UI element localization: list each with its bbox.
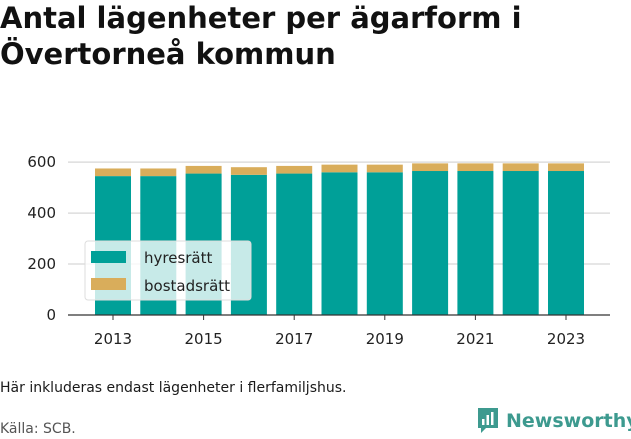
chart-source: Källa: SCB. (0, 421, 76, 437)
bar-bostadsratt-2018 (321, 164, 358, 173)
legend-label-hyresratt: hyresrätt (144, 249, 213, 267)
legend-label-bostadsratt: bostadsrätt (144, 277, 230, 295)
chart-title: Antal lägenheter per ägarform i Övertorn… (0, 1, 522, 71)
x-tick-label: 2023 (547, 330, 585, 348)
bar-hyresratt-2023 (548, 171, 584, 315)
y-tick-label: 0 (46, 306, 56, 324)
bar-bostadsratt-2019 (366, 164, 403, 173)
bar-bostadsratt-2017 (276, 165, 313, 174)
brand-name: Newsworthy (506, 409, 631, 432)
bar-hyresratt-2020 (412, 171, 449, 315)
bar-hyresratt-2022 (502, 171, 539, 315)
bar-hyresratt-2021 (457, 171, 494, 315)
axes: 0 200 400 600 2013 2015 2017 2019 2021 2023 (27, 153, 610, 348)
x-tick-label: 2017 (275, 330, 313, 348)
chart-caption: Här inkluderas endast lägenheter i flerf… (0, 380, 347, 396)
bar-bostadsratt-2015 (185, 165, 222, 174)
bar-bostadsratt-2021 (457, 163, 494, 172)
newsworthy-logo-icon (478, 408, 498, 433)
bar-hyresratt-2017 (276, 173, 313, 315)
bar-bostadsratt-2016 (230, 167, 267, 175)
bar-bostadsratt-2020 (412, 163, 449, 172)
bar-hyresratt-2018 (321, 172, 358, 315)
x-tick-label: 2019 (366, 330, 404, 348)
bar-bostadsratt-2013 (95, 168, 131, 177)
y-tick-label: 200 (27, 255, 56, 273)
bar-bostadsratt-2023 (548, 163, 584, 172)
y-tick-label: 400 (27, 204, 56, 222)
stacked-bar-chart: 0 200 400 600 2013 2015 2017 2019 2021 2023 hyres… (27, 153, 610, 348)
brand-logo: Newsworthy (476, 407, 631, 434)
x-tick-label: 2021 (456, 330, 494, 348)
legend-swatch-hyresratt (91, 251, 126, 263)
x-tick-label: 2013 (94, 330, 132, 348)
y-tick-label: 600 (27, 153, 56, 171)
bar-bostadsratt-2022 (502, 163, 539, 172)
bar-hyresratt-2019 (366, 172, 403, 315)
legend-swatch-bostadsratt (91, 278, 126, 290)
legend: hyresrätt bostadsrätt (84, 240, 252, 301)
bar-bostadsratt-2014 (140, 168, 177, 177)
legend-background (84, 240, 252, 301)
x-tick-label: 2015 (185, 330, 223, 348)
